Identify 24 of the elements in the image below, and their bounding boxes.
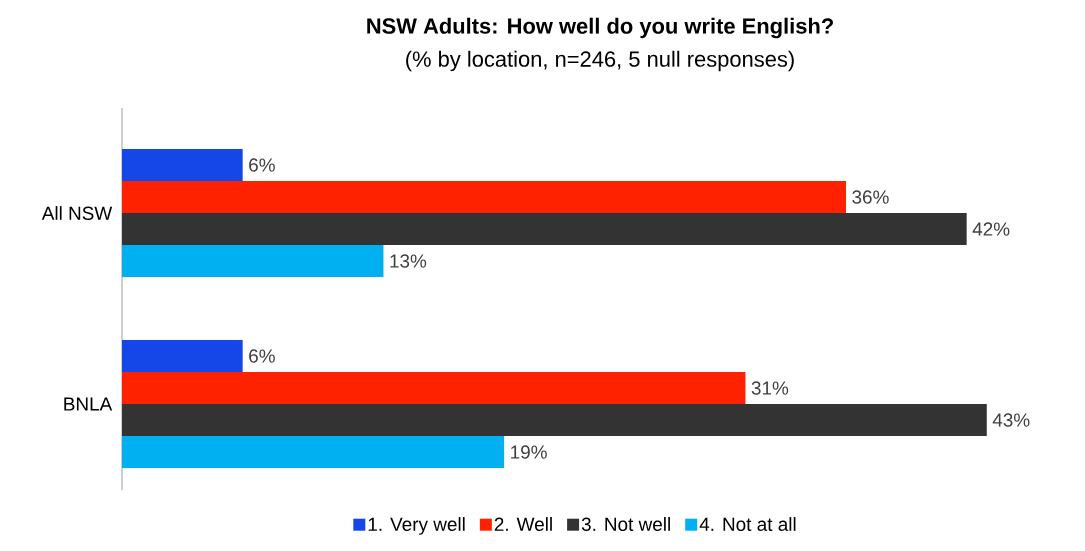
bar [122, 149, 243, 182]
bar [122, 372, 746, 405]
data-label: 19% [511, 445, 547, 459]
bar [122, 245, 384, 278]
data-label: 43% [992, 413, 1030, 427]
data-label: 36% [852, 190, 889, 204]
data-label: 42% [972, 222, 1010, 236]
bar [122, 213, 967, 246]
y-tick-label: BNLA [64, 397, 113, 411]
bar [122, 340, 243, 373]
legend-label: 2. Well [494, 517, 552, 531]
chart-title: NSW Adults: How well do you write English? [367, 17, 833, 39]
bar [122, 404, 987, 437]
legend-label: 3. Not well [581, 517, 670, 531]
chart-subtitle: (% by location, n=246, 5 null responses) [406, 50, 794, 72]
data-label: 6% [249, 158, 275, 172]
legend-label: 1. Very well [368, 517, 465, 535]
data-label: 6% [249, 349, 275, 363]
bar [122, 436, 505, 469]
data-label: 31% [751, 381, 789, 395]
legend-label: 4. Not at all [699, 517, 796, 531]
y-tick-label: All NSW [41, 206, 113, 220]
data-label: 13% [390, 254, 427, 268]
bar [122, 181, 846, 214]
